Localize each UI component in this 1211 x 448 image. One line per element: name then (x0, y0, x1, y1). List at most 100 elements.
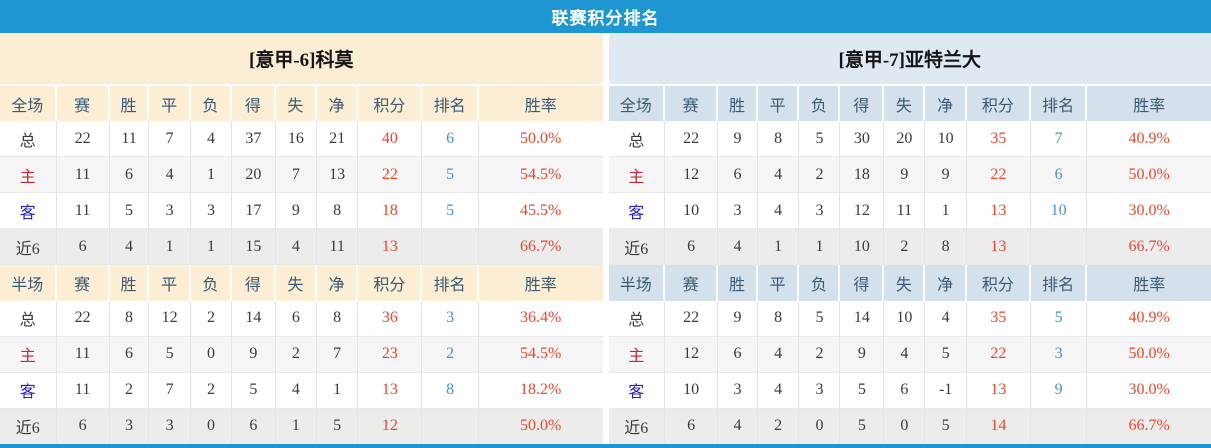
stat-cell: 2 (110, 372, 150, 408)
stat-cell: 3 (149, 193, 191, 229)
points-cell: 22 (358, 157, 423, 193)
stat-cell: 7 (149, 372, 191, 408)
stat-cell: 9 (925, 157, 967, 193)
stat-cell: 20 (232, 157, 276, 193)
stat-cell: 6 (884, 372, 926, 408)
header-cell: 赛 (56, 86, 110, 122)
stat-cell: 6 (718, 157, 758, 193)
stat-cell: 17 (232, 193, 276, 229)
half-time-row-home: 主 11 6 5 0 9 2 7 23 2 54.5% (0, 336, 603, 373)
stat-cell: 11 (57, 193, 110, 229)
stat-cell: 11 (110, 121, 150, 157)
header-cell: 负 (190, 86, 232, 122)
header-cell: 胜率 (478, 265, 603, 301)
stat-cell: 1 (758, 229, 800, 265)
winrate-cell: 40.9% (1128, 129, 1170, 147)
stat-cell: 6 (110, 157, 150, 193)
stat-cell: 1 (276, 408, 317, 444)
stat-cell: 3 (110, 408, 150, 444)
header-cell: 得 (840, 265, 885, 301)
bottom-accent-bar (0, 444, 1211, 448)
stat-cell: 2 (191, 372, 232, 408)
winrate-cell: 50.0% (520, 129, 562, 147)
header-cell: 净 (316, 86, 359, 122)
header-cell: 积分 (966, 265, 1031, 301)
header-cell: 半场 (0, 265, 57, 301)
stat-cell: 6 (276, 300, 317, 336)
stat-cell: 5 (799, 121, 841, 157)
stat-cell: 6 (110, 336, 150, 372)
header-cell: 负 (190, 265, 232, 301)
points-cell: 13 (967, 372, 1031, 408)
stat-cell: 2 (799, 157, 841, 193)
header-cell: 失 (884, 265, 926, 301)
points-cell: 35 (967, 300, 1031, 336)
winrate-cell: 40.9% (1128, 309, 1170, 327)
stat-cell: 8 (925, 229, 967, 265)
header-cell: 半场 (608, 265, 666, 301)
stat-cell: 1 (191, 157, 232, 193)
header-cell: 平 (757, 86, 800, 122)
header-cell: 得 (231, 86, 276, 122)
stat-cell: 9 (276, 193, 317, 229)
stat-cell: 8 (317, 300, 359, 336)
full-time-header-row: 全场赛胜平负得失净积分 排名 胜率 (0, 86, 603, 122)
stat-cell: 5 (925, 336, 967, 372)
points-cell: 35 (967, 121, 1031, 157)
stat-cell: 4 (718, 408, 758, 444)
full-time-row-last6: 近6 6 4 1 1 15 4 11 13 66.7% (0, 229, 603, 266)
row-label: 总 (609, 300, 666, 336)
header-cell: 胜 (109, 86, 150, 122)
winrate-cell: 30.0% (1128, 201, 1170, 219)
points-cell: 13 (358, 229, 423, 265)
stat-cell: 12 (665, 157, 719, 193)
stat-cell: 18 (840, 157, 885, 193)
stat-cell: 37 (232, 121, 276, 157)
stat-cell: 7 (317, 336, 359, 372)
stat-cell: 12 (840, 193, 885, 229)
half-time-row-last6: 近6 6 3 3 0 6 1 5 12 50.0% (0, 408, 603, 444)
row-label: 客 (609, 193, 666, 229)
stat-cell: 8 (758, 300, 800, 336)
row-label: 主 (609, 157, 666, 193)
half-time-row-total: 总 22 8 12 2 14 6 8 36 3 36.4% (0, 300, 603, 337)
winrate-cell: 54.5% (520, 345, 562, 363)
header-cell: 负 (799, 265, 841, 301)
rank-cell (1031, 408, 1088, 444)
stat-cell: 10 (840, 229, 885, 265)
header-cell: 得 (231, 265, 276, 301)
half-time-row-away: 客 11 2 7 2 5 4 1 13 8 18.2% (0, 372, 603, 409)
row-label: 近6 (0, 408, 57, 444)
stat-cell: 5 (149, 336, 191, 372)
rank-cell: 3 (1031, 336, 1088, 372)
full-time-row-home: 主 12 6 4 2 18 9 9 22 6 50.0% (608, 157, 1211, 194)
header-cell: 全场 (0, 86, 57, 122)
winrate-cell: 30.0% (1128, 381, 1170, 399)
rank-cell (1031, 229, 1088, 265)
winrate-cell: 54.5% (520, 165, 562, 183)
header-cell: 胜率 (1087, 86, 1211, 122)
winrate-cell: 50.0% (1128, 165, 1170, 183)
team-table-left: [意甲-6]科莫 全场赛胜平负得失净积分 排名 胜率总 22 11 7 4 37 16 21 40 6… (0, 33, 603, 444)
full-time-header-row: 全场赛胜平负得失净积分 排名 胜率 (608, 86, 1211, 122)
points-cell: 13 (967, 193, 1031, 229)
stat-cell: 4 (758, 336, 800, 372)
stat-cell: 30 (840, 121, 885, 157)
points-cell: 13 (358, 372, 423, 408)
winrate-cell: 50.0% (1128, 345, 1170, 363)
rank-cell: 9 (1031, 372, 1088, 408)
header-cell: 胜 (718, 86, 758, 122)
stat-cell: 3 (149, 408, 191, 444)
header-cell: 胜率 (1087, 265, 1211, 301)
stat-cell: 1 (317, 372, 359, 408)
header-cell: 赛 (56, 265, 110, 301)
stat-cell: 5 (840, 372, 885, 408)
rank-cell (422, 229, 479, 265)
stat-cell: 16 (276, 121, 317, 157)
header-cell: 积分 (966, 86, 1031, 122)
stat-cell: 2 (191, 300, 232, 336)
stat-cell: 6 (665, 408, 719, 444)
stat-cell: 4 (149, 157, 191, 193)
stat-cell: 9 (232, 336, 276, 372)
stat-cell: 9 (884, 157, 926, 193)
